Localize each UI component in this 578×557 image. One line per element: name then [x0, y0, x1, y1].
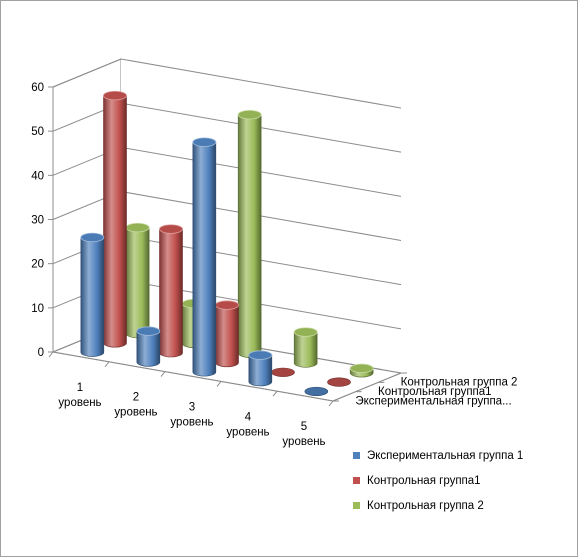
y-tick-label: 40	[31, 170, 44, 182]
bar-top	[80, 232, 105, 243]
bar-body	[293, 331, 318, 368]
bar	[136, 326, 161, 367]
bar-top	[248, 350, 273, 360]
y-tick-label: 20	[31, 259, 44, 271]
bar-top	[103, 90, 127, 101]
x-tick-label: 1	[77, 382, 83, 394]
x-tick-mark	[272, 390, 278, 397]
x-tick-label: уровень	[114, 407, 157, 419]
bar	[192, 137, 217, 377]
bar	[80, 232, 105, 357]
bar-body	[159, 228, 183, 358]
y-tick-label: 60	[31, 82, 44, 94]
bar-top	[125, 222, 150, 233]
bar-body	[248, 354, 273, 387]
depth-axis: Экспериментальная группа...Контрольная г…	[332, 372, 518, 407]
y-tick-label: 10	[31, 303, 44, 315]
legend-label: Экспериментальная группа 1	[367, 450, 523, 462]
bar	[304, 386, 329, 397]
y-tick-label: 30	[31, 215, 44, 227]
x-tick-label: уровень	[282, 436, 325, 448]
x-tick-mark	[328, 400, 334, 407]
depth-label: Экспериментальная группа...	[355, 395, 511, 407]
bar-top	[327, 377, 351, 387]
y-tick-label: 50	[31, 126, 44, 138]
x-tick-label: 5	[301, 421, 307, 433]
bar-top	[159, 224, 183, 234]
bar	[293, 327, 318, 368]
bar-top	[304, 386, 329, 397]
bar-body	[192, 141, 217, 377]
bar-top	[215, 300, 239, 310]
legend-swatch	[353, 477, 360, 484]
legend-swatch	[353, 502, 360, 509]
bar	[327, 377, 351, 387]
bar-body	[136, 330, 161, 367]
bar-top	[293, 327, 318, 337]
x-tick-label: уровень	[58, 397, 101, 409]
x-tick-label: уровень	[170, 417, 213, 429]
legend-swatch	[353, 452, 360, 459]
depth-axis-line	[332, 372, 402, 402]
bar-body	[103, 95, 127, 348]
bar	[125, 222, 150, 339]
x-tick-label: 2	[133, 392, 139, 404]
bar	[271, 367, 295, 377]
x-tick-label: 4	[245, 411, 252, 423]
bar-body	[237, 114, 262, 358]
bar-top	[136, 326, 161, 336]
x-tick-mark	[48, 351, 54, 358]
depth-label: Контрольная группа1	[378, 386, 492, 398]
x-tick-label: 3	[189, 402, 195, 414]
y-axis: 0 10 20 30 40 50 60	[31, 82, 54, 359]
bar	[215, 300, 239, 368]
bar	[159, 224, 183, 358]
x-tick-mark	[160, 371, 166, 377]
depth-label: Контрольная группа 2	[401, 377, 518, 389]
bar	[248, 350, 273, 387]
x-tick-mark	[216, 381, 222, 387]
x-axis: 1 уровень 2 уровень 3 уровень 4 уровень 5 уровень	[48, 351, 334, 448]
bar	[237, 109, 262, 358]
bar-top	[192, 137, 217, 147]
x-tick-mark	[104, 361, 110, 368]
bar-top	[271, 367, 295, 377]
legend-label: Контрольная группа1	[367, 475, 481, 487]
gridline	[52, 58, 402, 109]
bar-top	[349, 363, 374, 374]
y-tick-label: 0	[38, 347, 44, 359]
bar-body	[125, 227, 150, 339]
legend: Экспериментальная группа 1 Контрольная гр…	[353, 450, 523, 512]
bar-body	[80, 237, 105, 357]
bar-top	[237, 109, 262, 120]
bar	[349, 363, 374, 378]
bar-body	[215, 304, 239, 368]
chart-bars	[80, 90, 374, 397]
x-axis-line	[52, 351, 334, 402]
legend-label: Контрольная группа 2	[367, 500, 484, 512]
bar	[103, 90, 127, 348]
x-tick-label: уровень	[226, 426, 269, 438]
